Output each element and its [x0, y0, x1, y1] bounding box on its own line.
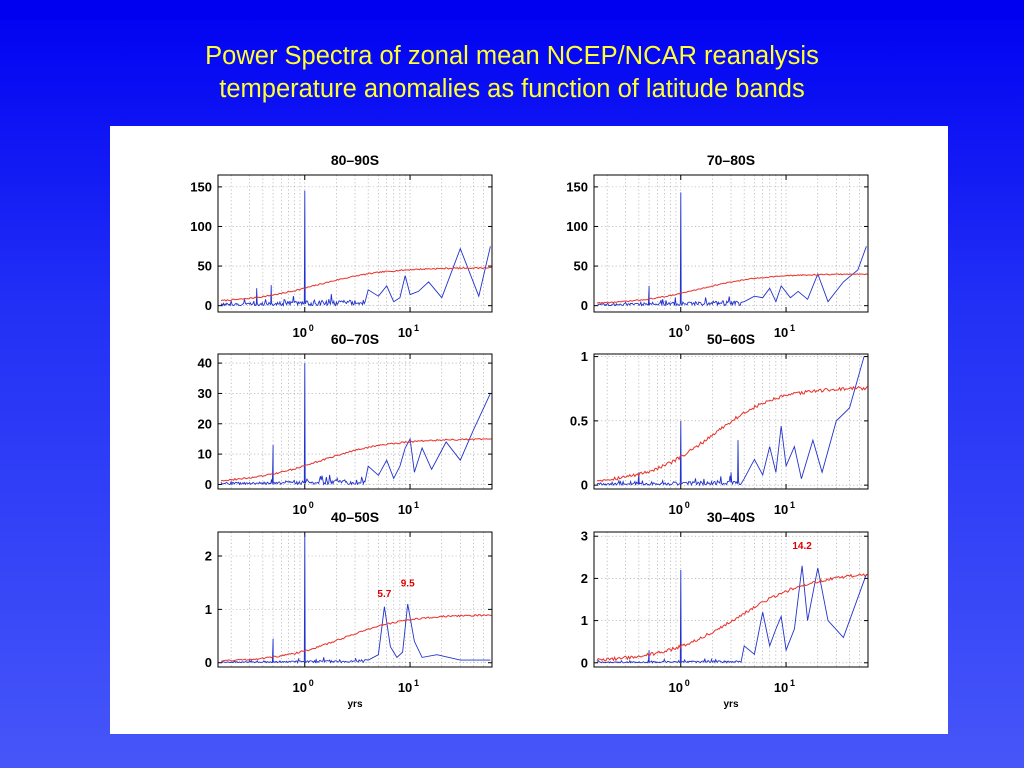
y-tick-label: 1 — [581, 349, 588, 364]
smoothed-series — [220, 614, 492, 662]
x-tick-label: 10 — [398, 680, 412, 695]
y-tick-label: 0.5 — [570, 413, 588, 428]
y-tick-label: 30 — [198, 386, 212, 401]
y-tick-label: 0 — [581, 298, 588, 313]
smoothed-series — [596, 385, 868, 483]
peak-annotation: 14.2 — [792, 541, 812, 552]
panel-title: 80–90S — [331, 152, 379, 168]
peak-annotation: 9.5 — [401, 578, 415, 589]
peak-annotation: 5.7 — [377, 589, 391, 600]
panel-title: 60–70S — [331, 331, 379, 347]
y-tick-label: 3 — [581, 529, 588, 544]
x-tick-label: 10 — [669, 502, 683, 517]
x-tick-label: 10 — [293, 680, 307, 695]
x-tick-label: 10 — [398, 502, 412, 517]
y-tick-label: 0 — [205, 477, 212, 492]
panel-title: 50–60S — [707, 331, 755, 347]
y-tick-label: 1 — [581, 613, 588, 628]
y-tick-label: 0 — [581, 478, 588, 493]
smoothed-series — [220, 438, 492, 482]
x-tick-exponent: 0 — [685, 500, 690, 510]
y-tick-label: 20 — [198, 416, 212, 431]
slide-title: Power Spectra of zonal mean NCEP/NCAR re… — [0, 40, 1024, 106]
spectrum-series — [596, 356, 865, 487]
y-tick-label: 0 — [205, 655, 212, 670]
y-tick-label: 40 — [198, 356, 212, 371]
x-tick-exponent: 1 — [414, 323, 419, 333]
spectrum-series — [596, 565, 867, 664]
y-tick-label: 2 — [581, 571, 588, 586]
x-tick-exponent: 1 — [414, 500, 419, 510]
panel-title: 40–50S — [331, 509, 379, 525]
y-tick-label: 1 — [205, 602, 212, 617]
x-tick-exponent: 1 — [790, 323, 795, 333]
axes-box — [217, 353, 493, 490]
slide-title-line-1: Power Spectra of zonal mean NCEP/NCAR re… — [205, 42, 819, 70]
y-tick-label: 100 — [190, 219, 212, 234]
spectrum-series — [220, 190, 491, 308]
y-tick-label: 50 — [198, 259, 212, 274]
x-tick-label: 10 — [774, 680, 788, 695]
x-tick-exponent: 0 — [685, 323, 690, 333]
y-tick-label: 10 — [198, 447, 212, 462]
axes-box — [217, 531, 493, 668]
smoothed-series — [220, 266, 492, 302]
x-tick-label: 10 — [293, 325, 307, 340]
x-tick-exponent: 1 — [790, 678, 795, 688]
top-band — [0, 0, 1024, 20]
x-tick-label: 10 — [774, 325, 788, 340]
figure-panel: 0 50 100 150 10 0 10 1 80–90S 0 50 100 150 10 0 10 1 70–8… — [110, 126, 948, 734]
y-tick-label: 0 — [205, 298, 212, 313]
x-axis-label: yrs — [347, 699, 362, 710]
axes-box — [593, 353, 869, 490]
y-tick-label: 2 — [205, 549, 212, 564]
axes-box — [217, 174, 493, 313]
x-tick-exponent: 0 — [309, 500, 314, 510]
spectrum-series — [220, 534, 491, 665]
y-tick-label: 100 — [566, 219, 588, 234]
y-tick-label: 50 — [574, 259, 588, 274]
x-tick-label: 10 — [293, 502, 307, 517]
x-tick-label: 10 — [669, 325, 683, 340]
smoothed-series — [596, 573, 868, 662]
x-tick-label: 10 — [398, 325, 412, 340]
x-tick-exponent: 1 — [414, 678, 419, 688]
y-tick-label: 150 — [190, 179, 212, 194]
x-tick-exponent: 1 — [790, 500, 795, 510]
x-tick-exponent: 0 — [685, 678, 690, 688]
axes-box — [593, 531, 869, 668]
spectrum-series — [220, 363, 491, 486]
y-tick-label: 0 — [581, 655, 588, 670]
x-tick-label: 10 — [669, 680, 683, 695]
x-axis-label: yrs — [723, 699, 738, 710]
x-tick-label: 10 — [774, 502, 788, 517]
x-tick-exponent: 0 — [309, 323, 314, 333]
panel-title: 70–80S — [707, 152, 755, 168]
x-tick-exponent: 0 — [309, 678, 314, 688]
smoothed-series — [596, 273, 868, 304]
axes-box — [593, 174, 869, 313]
panel-title: 30–40S — [707, 509, 755, 525]
slide-title-line-2: temperature anomalies as function of lat… — [219, 75, 805, 103]
spectrum-series — [596, 192, 867, 307]
y-tick-label: 150 — [566, 179, 588, 194]
